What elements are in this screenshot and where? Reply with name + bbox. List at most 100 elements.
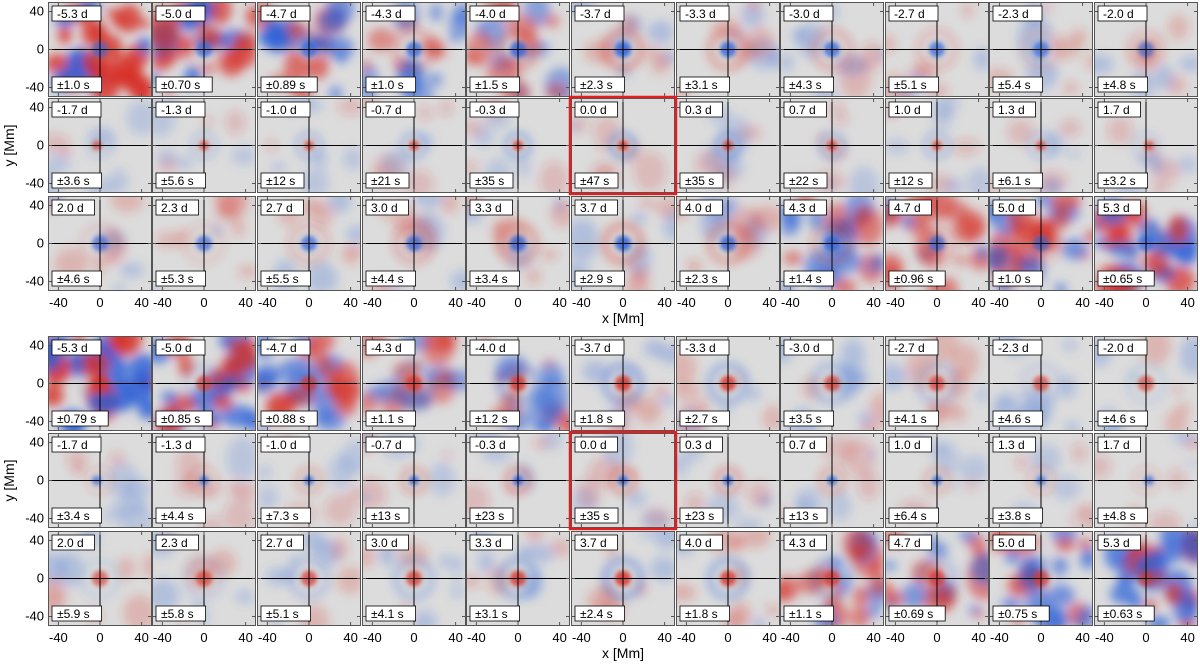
time-label: 2.3 d xyxy=(161,536,188,550)
error-label: ±5.1 s xyxy=(266,607,299,621)
time-label: -5.0 d xyxy=(161,341,192,355)
kernel-panel: 2.0 d ±4.6 s xyxy=(48,196,152,291)
error-label: ±5.5 s xyxy=(266,272,299,286)
kernel-panel: -0.7 d ±13 s xyxy=(362,433,466,528)
error-label: ±6.4 s xyxy=(894,509,927,523)
time-label: 3.0 d xyxy=(371,536,398,550)
kernel-panel: 1.0 d ±12 s xyxy=(885,98,989,193)
error-label: ±4.8 s xyxy=(1103,78,1136,92)
error-label: ±4.6 s xyxy=(1103,412,1136,426)
x-tick-label: 0 xyxy=(514,295,521,310)
time-label: -1.3 d xyxy=(161,103,192,117)
y-tick-label: 0 xyxy=(37,473,44,488)
time-label: -1.0 d xyxy=(266,103,297,117)
kernel-panel: 1.7 d ±4.8 s xyxy=(1094,433,1198,528)
x-tick-label: 0 xyxy=(200,295,207,310)
error-label: ±3.6 s xyxy=(57,174,90,188)
kernel-panel: 5.3 d ±0.65 s xyxy=(1094,196,1198,291)
x-tick-label: 40 xyxy=(1075,630,1089,645)
time-label: -4.0 d xyxy=(475,341,506,355)
y-axis-title: y [Mm] xyxy=(1,125,17,167)
x-axis-title: x [Mm] xyxy=(602,645,644,661)
time-label: -3.3 d xyxy=(685,341,716,355)
time-label: -4.7 d xyxy=(266,341,297,355)
x-tick-label: 40 xyxy=(1180,630,1194,645)
time-label: 4.0 d xyxy=(685,536,712,550)
kernel-panel: -5.0 d ±0.85 s xyxy=(152,336,256,431)
error-label: ±2.3 s xyxy=(580,78,613,92)
time-label: -1.0 d xyxy=(266,438,297,452)
kernel-panel: -3.3 d ±3.1 s xyxy=(676,2,780,97)
error-label: ±3.1 s xyxy=(685,78,718,92)
error-label: ±4.1 s xyxy=(371,607,404,621)
highlight-frame xyxy=(568,430,678,531)
x-tick-label: -40 xyxy=(49,295,68,310)
y-tick-label: -40 xyxy=(25,414,44,429)
error-label: ±0.96 s xyxy=(894,272,933,286)
error-label: ±4.4 s xyxy=(371,272,404,286)
x-tick-label: -40 xyxy=(781,295,800,310)
time-label: 0.7 d xyxy=(789,438,816,452)
x-tick-label: 0 xyxy=(828,630,835,645)
error-label: ±1.8 s xyxy=(580,412,613,426)
x-tick-label: 40 xyxy=(657,295,671,310)
y-tick-label: 40 xyxy=(30,4,44,19)
kernel-panel: -2.3 d ±4.6 s xyxy=(989,336,1093,431)
error-label: ±47 s xyxy=(580,174,609,188)
error-label: ±4.6 s xyxy=(998,412,1031,426)
x-tick-label: 0 xyxy=(828,295,835,310)
x-tick-label: 40 xyxy=(971,295,985,310)
error-label: ±2.3 s xyxy=(685,272,718,286)
error-label: ±21 s xyxy=(371,174,400,188)
time-label: -0.7 d xyxy=(371,438,402,452)
x-tick-label: 0 xyxy=(410,295,417,310)
kernel-panel: 5.3 d ±0.63 s xyxy=(1094,531,1198,626)
time-label: -5.3 d xyxy=(57,341,88,355)
x-tick-label: 0 xyxy=(1142,630,1149,645)
kernel-panel: 2.7 d ±5.1 s xyxy=(257,531,361,626)
y-tick-label: -40 xyxy=(25,511,44,526)
x-tick-label: 40 xyxy=(448,630,462,645)
error-label: ±1.8 s xyxy=(685,607,718,621)
kernel-panel: -1.0 d ±12 s xyxy=(257,98,361,193)
time-label: 1.3 d xyxy=(998,103,1025,117)
time-label: 5.0 d xyxy=(998,201,1025,215)
y-tick-label: 0 xyxy=(37,236,44,251)
x-tick-label: -40 xyxy=(990,295,1009,310)
time-label: -4.3 d xyxy=(371,341,402,355)
error-label: ±0.63 s xyxy=(1103,607,1142,621)
kernel-panel: -3.7 d ±1.8 s xyxy=(571,336,675,431)
y-tick-label: 40 xyxy=(30,100,44,115)
x-tick-label: 40 xyxy=(238,295,252,310)
error-label: ±0.70 s xyxy=(161,78,200,92)
kernel-panel: -4.7 d ±0.89 s xyxy=(257,2,361,97)
time-label: -5.0 d xyxy=(161,7,192,21)
x-tick-label: 40 xyxy=(552,630,566,645)
x-tick-label: 40 xyxy=(866,630,880,645)
kernel-panel: -2.3 d ±5.4 s xyxy=(989,2,1093,97)
y-tick-label: -40 xyxy=(25,176,44,191)
kernel-panel: 3.7 d ±2.9 s xyxy=(571,196,675,291)
x-tick-label: 40 xyxy=(971,630,985,645)
y-tick-label: 0 xyxy=(37,42,44,57)
x-tick-label: 0 xyxy=(96,630,103,645)
error-label: ±0.85 s xyxy=(161,412,200,426)
error-label: ±4.3 s xyxy=(789,78,822,92)
x-tick-label: -40 xyxy=(153,295,172,310)
error-label: ±0.89 s xyxy=(266,78,305,92)
time-label: -4.0 d xyxy=(475,7,506,21)
time-label: 1.3 d xyxy=(998,438,1025,452)
x-tick-label: 0 xyxy=(1037,295,1044,310)
time-label: -1.7 d xyxy=(57,438,88,452)
time-label: -1.7 d xyxy=(57,103,88,117)
kernel-panel: -2.0 d ±4.8 s xyxy=(1094,2,1198,97)
x-tick-label: 40 xyxy=(448,295,462,310)
y-tick-label: 40 xyxy=(30,338,44,353)
y-tick-label: -40 xyxy=(25,609,44,624)
y-tick-label: 0 xyxy=(37,138,44,153)
x-tick-label: -40 xyxy=(153,630,172,645)
error-label: ±1.0 s xyxy=(998,272,1031,286)
kernel-panel: -5.3 d ±1.0 s xyxy=(48,2,152,97)
time-label: -3.3 d xyxy=(685,7,716,21)
